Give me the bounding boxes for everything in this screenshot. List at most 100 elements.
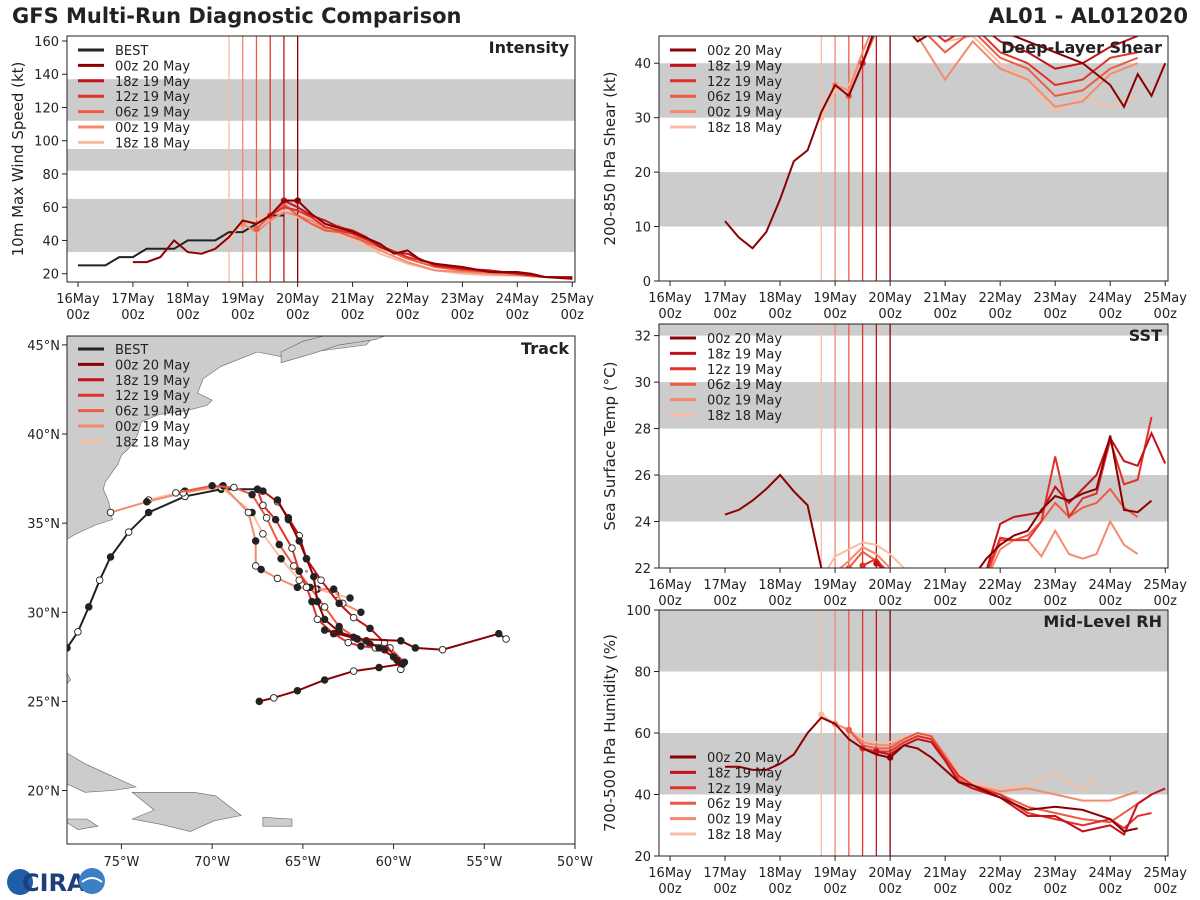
shear-plot-area [659,6,1168,281]
track-point [273,574,282,583]
track-point [411,644,420,652]
shear-xtick-label: 00z [768,307,792,322]
shear-xtick-label: 00z [988,307,1012,322]
rh-xtick-label: 19May [813,866,857,881]
cuba-land [67,752,137,793]
track-lat-label: 45°N [27,339,60,354]
shear-series-00z-19-May [834,36,1139,108]
track-point [262,514,271,522]
bermuda-land [304,569,308,573]
track-point [302,583,311,592]
rh-ytick-label: 20 [634,850,651,865]
rh-xtick-label: 24May [1089,866,1133,881]
intensity-legend-label: 18z 19 May [115,75,190,90]
sst-xtick-label: 17May [703,578,747,593]
intensity-legend-label: 00z 19 May [115,121,190,136]
shear-xtick-label: 16May [648,291,692,306]
sst-title: SST [1129,326,1162,345]
rh-series-00z-20-May [725,716,1138,833]
track-point [275,540,284,549]
shear-band [659,172,1168,227]
intensity-xtick-label: 00z [561,308,585,323]
sst-ytick-label: 24 [634,516,651,531]
sst-xtick-label: 00z [988,594,1012,609]
sst-ytick-label: 22 [634,562,651,577]
shear-frame [658,35,1169,282]
rh-xtick-label: 17May [703,866,747,881]
sst-xtick-label: 00z [658,594,682,609]
intensity-xtick-label: 00z [176,308,200,323]
track-point [349,613,358,622]
sst-xtick-label: 24May [1089,578,1133,593]
shear-xtick-label: 00z [933,307,957,322]
track-point [302,555,311,563]
shear-xtick-label: 00z [878,307,902,322]
intensity-xtick-label: 00z [66,308,90,323]
sst-series-18z-19-May [875,430,1167,568]
sst-ytick-label: 26 [634,469,651,484]
rh-title: Mid-Level RH [1043,612,1162,631]
sst-xtick-label: 23May [1033,578,1077,593]
intensity-ytick-label: 80 [42,168,59,183]
rh-legend-label: 18z 19 May [707,766,782,781]
storm-id: AL01 - AL012020 [988,4,1189,28]
rh-legend-label: 12z 19 May [707,782,782,797]
track-point [230,483,238,492]
track-point [143,498,151,506]
track-point [271,515,280,524]
track-lon-label: 65°W [285,855,321,870]
rh-xtick-label: 00z [768,882,792,897]
shear-xtick-label: 00z [658,307,682,322]
track-point [288,544,296,552]
rh-xtick-label: 22May [978,866,1022,881]
track-point [74,628,82,636]
intensity-legend-label: BEST [115,44,148,59]
jamaica-land [67,818,99,831]
sst-xtick-label: 19May [813,578,857,593]
track-point [144,508,153,517]
track-point [438,645,447,654]
rh-ytick-label: 40 [634,789,651,804]
track-point [357,608,365,617]
sst-xtick-label: 00z [1099,594,1123,609]
shear-legend-label: 18z 18 May [707,121,782,136]
shear-series-06z-19-May [847,36,1139,97]
shear-xtick-label: 24May [1089,291,1133,306]
track-lon-label: 55°W [466,855,502,870]
intensity-band [67,149,575,171]
rh-band [659,610,1168,672]
rh-xtick-label: 00z [933,882,957,897]
track-point [329,585,338,593]
shear-series-12z-19-May [861,36,1138,87]
track-point [293,686,302,695]
track-point [398,660,407,668]
shear-title: Deep-Layer Shear [1001,38,1162,57]
sst-legend-label: 06z 19 May [707,378,782,393]
intensity-xtick-label: 00z [451,308,475,323]
shear-init-marker [873,16,879,22]
intensity-xtick-label: 00z [231,308,255,323]
sst-band [659,475,1168,522]
shear-xtick-label: 00z [823,307,847,322]
track-lon-label: 75°W [103,855,139,870]
track-point [344,638,352,647]
intensity-plot-area [67,36,575,282]
sst-ytick-label: 30 [634,376,651,391]
track-point [313,597,322,606]
track-point [259,487,267,495]
sst-series-18z-18-May [827,541,906,568]
track-point [255,697,264,706]
rh-xtick-label: 20May [868,866,912,881]
track-lat-label: 25°N [27,695,60,710]
intensity-ytick-label: 100 [34,135,59,150]
track-point [389,653,398,661]
track-point [270,694,278,702]
intensity-xtick-label: 16May [56,292,100,307]
shear-xtick-label: 21May [923,291,967,306]
intensity-xtick-label: 00z [506,308,530,323]
sst-xtick-label: 18May [758,578,802,593]
rh-legend-label: 18z 18 May [707,828,782,843]
shear-init-marker [887,6,893,12]
